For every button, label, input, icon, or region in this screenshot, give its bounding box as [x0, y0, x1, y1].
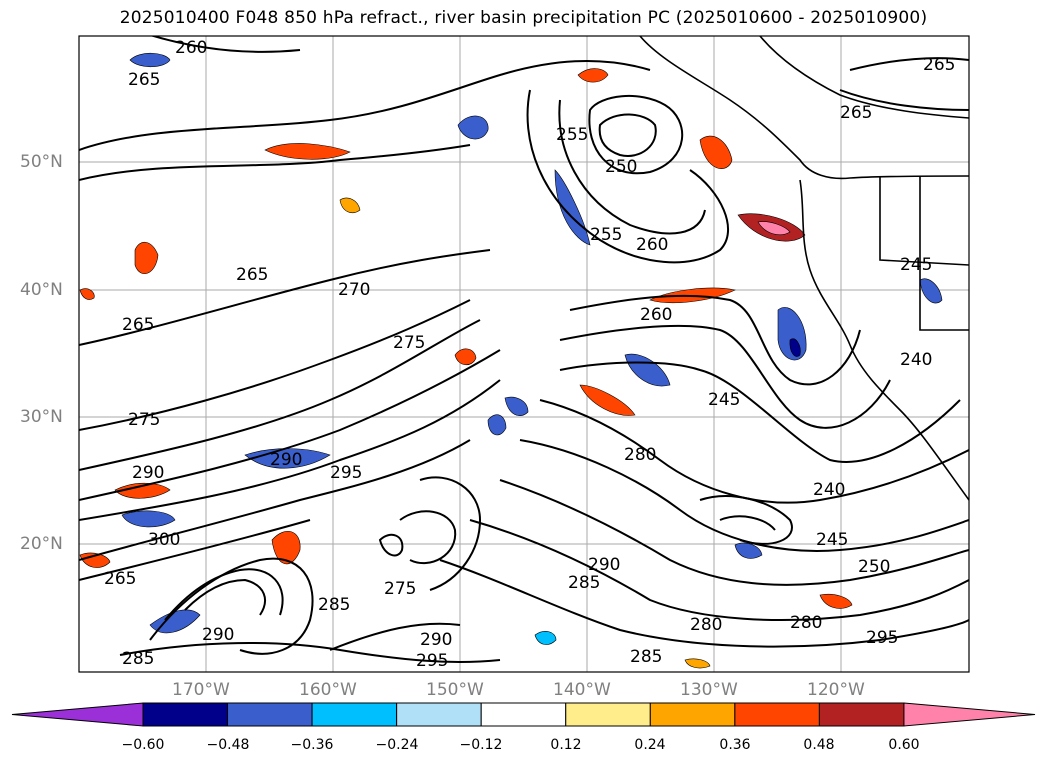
contour-label: 245 — [816, 530, 848, 550]
colorbar-tick-label: −0.60 — [121, 737, 165, 753]
contour-label: 275 — [393, 333, 425, 353]
contour-label: 290 — [132, 463, 164, 483]
contour-label: 290 — [270, 450, 302, 470]
lon-label: 150°W — [426, 680, 484, 700]
colorbar-tick-label: 0.48 — [803, 737, 835, 753]
neg-patch — [457, 115, 489, 140]
contour-label: 245 — [900, 255, 932, 275]
pos-patch — [757, 221, 791, 235]
pos-patch — [114, 482, 171, 499]
lat-label: 50°N — [20, 152, 63, 172]
colorbar-tick-label: 0.60 — [888, 737, 920, 753]
contour-label: 265 — [104, 569, 136, 589]
colorbar-tick-label: −0.48 — [206, 737, 250, 753]
contour-label: 255 — [590, 225, 622, 245]
contour-label: 260 — [636, 235, 668, 255]
colorbar-tick-label: −0.12 — [459, 737, 503, 753]
neg-patch — [919, 278, 943, 304]
pos-patch — [577, 68, 609, 83]
neg-patch — [487, 414, 507, 436]
neg-patch — [121, 510, 176, 528]
pos-patch — [264, 143, 351, 160]
contour-label: 260 — [175, 38, 207, 58]
colorbar-tick-label: −0.36 — [290, 737, 334, 753]
neg-patch — [149, 609, 201, 634]
lon-label: 130°W — [680, 680, 738, 700]
neg-patch — [504, 396, 529, 416]
lon-label: 140°W — [553, 680, 611, 700]
contour-label: 240 — [813, 480, 845, 500]
contour-label: 285 — [568, 573, 600, 593]
neg-patch — [734, 542, 763, 559]
coastlines — [639, 36, 969, 501]
contour-label: 295 — [866, 628, 898, 648]
contour-label: 290 — [588, 555, 620, 575]
contour-label: 255 — [556, 125, 588, 145]
neg-patch — [534, 631, 557, 645]
contour-label: 295 — [416, 651, 448, 671]
pos-patch — [579, 384, 636, 416]
contour-label: 250 — [605, 157, 637, 177]
pos-patch — [699, 135, 733, 169]
contour-label: 280 — [624, 445, 656, 465]
neg-patch — [789, 338, 801, 357]
pos-patch — [684, 658, 711, 669]
lon-label: 120°W — [807, 680, 865, 700]
contour-label: 250 — [858, 557, 890, 577]
contour-label: 300 — [148, 530, 180, 550]
contour-label: 245 — [708, 390, 740, 410]
colorbar-tick-label: −0.24 — [375, 737, 419, 753]
contour-label: 240 — [900, 350, 932, 370]
lon-label: 170°W — [172, 680, 230, 700]
contour-label: 285 — [630, 647, 662, 667]
contour-label: 275 — [128, 410, 160, 430]
lat-label: 30°N — [20, 407, 63, 427]
contour-label: 280 — [790, 613, 822, 633]
contour-label: 260 — [640, 305, 672, 325]
contour-label: 280 — [690, 615, 722, 635]
contour-label: 290 — [202, 625, 234, 645]
pos-patch — [79, 288, 95, 300]
colorbar-tick-label: 0.12 — [550, 737, 582, 753]
pos-patch — [134, 242, 159, 274]
contours — [79, 36, 969, 663]
pos-patch — [819, 593, 853, 609]
colorbar-tick-label: 0.24 — [634, 737, 666, 753]
colorbar-tick-label: 0.36 — [719, 737, 751, 753]
lon-label: 160°W — [299, 680, 357, 700]
contour-label: 265 — [840, 103, 872, 123]
contour-label: 265 — [236, 265, 268, 285]
lat-label: 40°N — [20, 280, 63, 300]
contour-label: 265 — [128, 70, 160, 90]
map-title: 2025010400 F048 850 hPa refract., river … — [119, 8, 928, 28]
pos-patch — [454, 348, 477, 366]
contour-label: 295 — [330, 463, 362, 483]
neg-patch — [129, 52, 171, 68]
contour-label: 265 — [923, 55, 955, 75]
contour-label: 285 — [122, 649, 154, 669]
contour-label: 270 — [338, 280, 370, 300]
contour-label: 275 — [384, 579, 416, 599]
pos-patch — [339, 197, 361, 213]
contour-label: 265 — [122, 315, 154, 335]
contour-label: 290 — [420, 630, 452, 650]
lat-label: 20°N — [20, 534, 63, 554]
contour-label: 285 — [318, 595, 350, 615]
